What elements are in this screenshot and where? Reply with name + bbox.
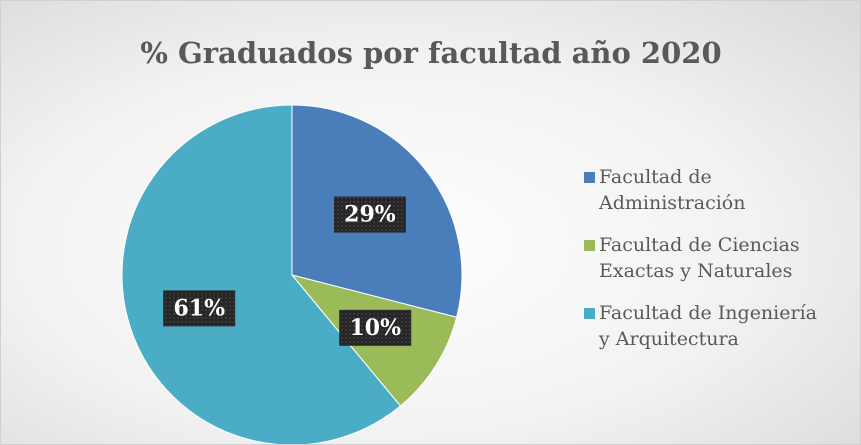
legend-swatch: [584, 240, 595, 251]
pie-slice: [121, 104, 402, 444]
data-label-text: 29%: [344, 202, 396, 228]
legend-swatch: [584, 308, 595, 319]
legend-swatch: [584, 172, 595, 183]
data-label-text: 61%: [173, 295, 225, 321]
legend-label: Facultad de Administración: [599, 166, 746, 214]
data-label-box: [163, 290, 236, 327]
chart-title: % Graduados por facultad año 2020: [140, 36, 721, 70]
legend-item: Facultad de Administración: [584, 164, 824, 216]
legend-item: Facultad de Ingeniería y Arquitectura: [584, 300, 824, 352]
legend-item: Facultad de Ciencias Exactas y Naturales: [584, 232, 824, 284]
legend-label: Facultad de Ingeniería y Arquitectura: [599, 302, 817, 350]
legend: Facultad de Administración Facultad de Ci…: [584, 164, 824, 368]
data-label: 61%: [163, 290, 236, 327]
data-label-box: [333, 196, 406, 233]
data-label-box: [339, 309, 412, 346]
data-label: 10%: [339, 309, 412, 346]
data-label: 29%: [333, 196, 406, 233]
legend-label: Facultad de Ciencias Exactas y Naturales: [599, 234, 800, 282]
data-label-text: 10%: [349, 315, 401, 341]
